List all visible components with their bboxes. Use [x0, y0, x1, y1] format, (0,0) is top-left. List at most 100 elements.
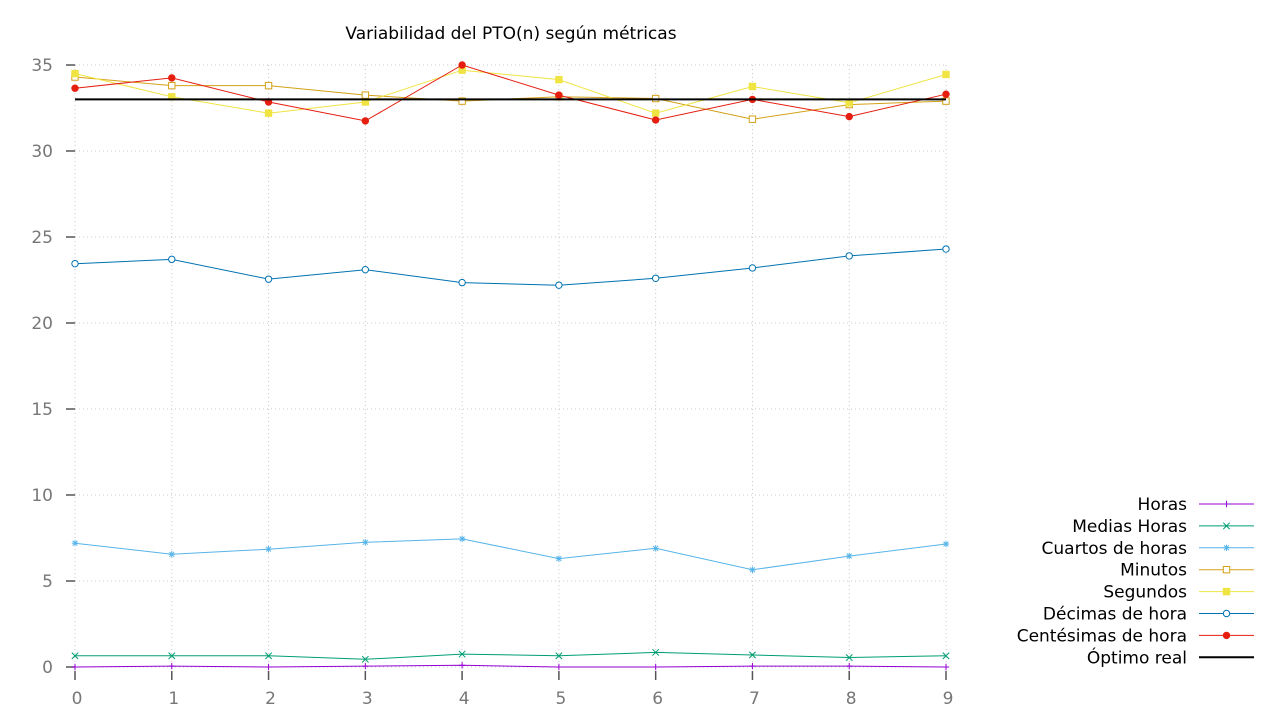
series-1-point: [942, 652, 950, 660]
y-tick-label: 5: [42, 572, 53, 592]
series-6-point: [361, 117, 370, 125]
series-3-point: [748, 115, 757, 123]
y-tick-label: 25: [31, 228, 53, 248]
series-1-point: [265, 652, 273, 660]
series-5-point: [458, 278, 466, 287]
legend-label: Minutos: [1120, 561, 1187, 581]
legend-label: Segundos: [1103, 583, 1187, 603]
x-tick-label: 6: [652, 689, 663, 709]
series-5-line: [74, 248, 947, 286]
series-3-point: [361, 91, 370, 99]
series-1-point: [748, 651, 756, 659]
series-5-point: [942, 245, 950, 253]
x-tick-label: 2: [265, 689, 276, 709]
series-6-point: [845, 112, 853, 121]
series-4-line: [74, 69, 947, 114]
series-0-point: [362, 662, 369, 670]
series-2-point: [749, 566, 756, 574]
series-0-point: [168, 662, 175, 670]
series-6-point: [458, 61, 466, 69]
x-tick-label: 7: [749, 689, 760, 709]
x-tick-label: 8: [846, 689, 857, 709]
legend-label: Décimas de hora: [1043, 605, 1187, 625]
y-tick-label: 10: [31, 486, 53, 506]
legend-label: Cuartos de horas: [1042, 539, 1188, 559]
series-3-line: [74, 76, 947, 120]
series-5-point: [748, 264, 757, 272]
series-0-point: [749, 662, 756, 670]
series-3-point: [458, 97, 466, 105]
series-6-point: [168, 74, 176, 82]
legend-swatch-marker: [1223, 544, 1230, 551]
series-6-point: [942, 90, 950, 98]
legend-swatch-marker: [1222, 566, 1231, 574]
series-0-point: [555, 663, 563, 671]
series-2-point: [71, 539, 79, 547]
series-6-point: [71, 84, 79, 92]
series-1-point: [361, 655, 369, 663]
legend-label: Horas: [1138, 495, 1188, 515]
y-tick-label: 15: [31, 400, 53, 420]
legend-swatch-marker: [1222, 587, 1231, 596]
series-4-point: [71, 69, 79, 78]
x-tick-label: 0: [72, 689, 83, 709]
series-0-point: [652, 663, 659, 671]
series-2-point: [168, 551, 175, 558]
series-4-point: [748, 82, 757, 91]
series-5-point: [651, 274, 660, 282]
series-0-point: [458, 662, 466, 669]
series-1-point: [845, 653, 853, 662]
series-1-point: [71, 652, 79, 660]
series-0-point: [265, 663, 272, 671]
series-2-point: [265, 545, 272, 553]
series-1-line: [75, 651, 947, 660]
y-tick-label: 0: [42, 658, 53, 678]
x-tick-label: 5: [555, 689, 566, 709]
series-2-point: [362, 539, 369, 546]
y-tick-label: 35: [31, 56, 53, 76]
series-2-point: [652, 545, 659, 552]
series-2-point: [458, 535, 466, 543]
series-0-point: [846, 662, 853, 670]
series-3-point: [264, 81, 273, 90]
x-tick-label: 9: [943, 689, 954, 709]
legend-swatch-marker: [1222, 522, 1231, 530]
series-layer: [71, 61, 950, 671]
series-5-point: [168, 255, 176, 264]
chart-title: Variabilidad del PTO(n) según métricas: [345, 24, 676, 44]
x-tick-label: 1: [168, 689, 179, 709]
series-4-point: [264, 109, 273, 117]
series-0-point: [71, 663, 79, 671]
x-tick-label: 3: [362, 689, 373, 709]
legend-swatch-marker: [1222, 631, 1231, 640]
legend-label: Medias Horas: [1072, 517, 1187, 537]
series-4-point: [555, 75, 563, 84]
series-6-point: [651, 116, 660, 124]
series-4-point: [942, 70, 950, 79]
series-5-point: [845, 252, 853, 260]
series-0-line: [74, 664, 947, 668]
series-0-point: [942, 663, 950, 671]
y-tick-label: 30: [31, 142, 53, 162]
legend-label: Centésimas de hora: [1017, 626, 1187, 646]
axis-layer: 0 5 10 15 20 25 30 35 0 1 2 3 4 5 6 7 8 9: [31, 56, 953, 709]
series-6-line: [74, 64, 947, 122]
series-1-point: [555, 652, 563, 660]
y-tick-label: 20: [31, 314, 53, 334]
series-2-line: [74, 538, 947, 571]
series-4-point: [845, 99, 853, 107]
legend-label: Óptimo real: [1087, 646, 1187, 668]
series-5-point: [71, 259, 79, 268]
series-1-point: [652, 648, 660, 656]
legend-swatch-marker: [1222, 609, 1231, 618]
series-5-point: [264, 275, 273, 283]
series-2-point: [942, 540, 950, 548]
series-3-point: [168, 81, 176, 90]
series-1-point: [458, 650, 466, 658]
series-2-point: [846, 552, 853, 560]
series-4-point: [651, 109, 660, 117]
x-tick-label: 4: [459, 689, 470, 709]
series-5-point: [361, 265, 370, 274]
